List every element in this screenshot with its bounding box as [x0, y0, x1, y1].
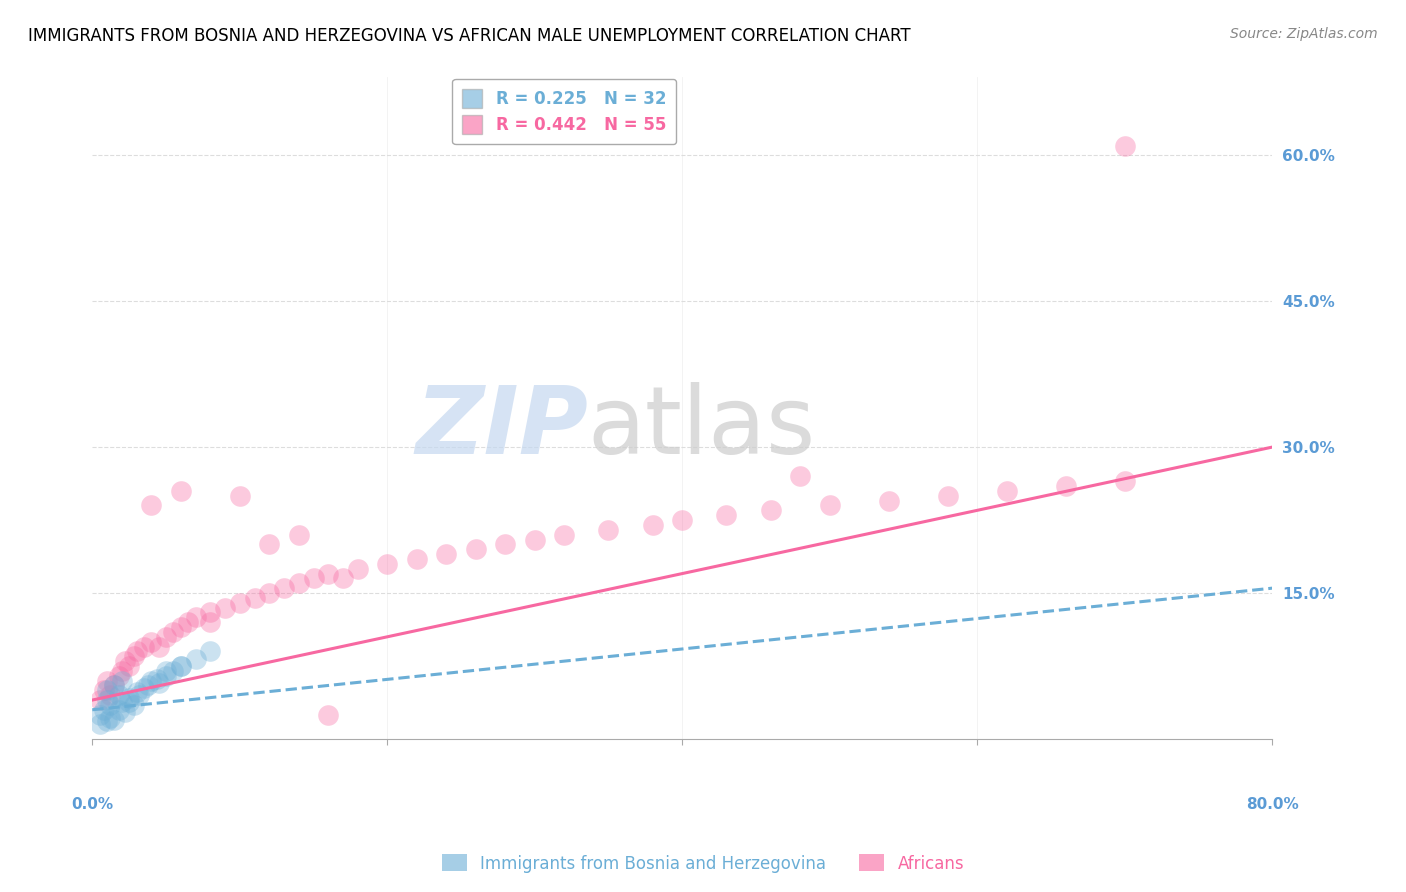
Point — [288, 576, 311, 591]
Point — [316, 707, 339, 722]
Point — [162, 624, 184, 639]
Point — [128, 688, 150, 702]
Point — [523, 533, 546, 547]
Point — [111, 673, 134, 688]
Point — [214, 600, 236, 615]
Point — [1114, 138, 1136, 153]
Legend: Immigrants from Bosnia and Herzegovina, Africans: Immigrants from Bosnia and Herzegovina, … — [434, 847, 972, 880]
Point — [346, 562, 368, 576]
Point — [148, 640, 170, 654]
Text: IMMIGRANTS FROM BOSNIA AND HERZEGOVINA VS AFRICAN MALE UNEMPLOYMENT CORRELATION : IMMIGRANTS FROM BOSNIA AND HERZEGOVINA V… — [28, 27, 911, 45]
Point — [553, 527, 575, 541]
Point — [184, 652, 207, 666]
Point — [936, 489, 959, 503]
Point — [148, 675, 170, 690]
Point — [789, 469, 811, 483]
Point — [273, 581, 295, 595]
Point — [184, 610, 207, 624]
Point — [200, 615, 222, 630]
Point — [155, 630, 177, 644]
Point — [259, 537, 281, 551]
Point — [671, 513, 693, 527]
Point — [141, 673, 163, 688]
Point — [877, 493, 900, 508]
Point — [98, 698, 121, 712]
Point — [146, 672, 169, 686]
Point — [405, 552, 427, 566]
Point — [162, 664, 184, 678]
Point — [155, 669, 177, 683]
Point — [103, 678, 125, 692]
Point — [200, 644, 222, 658]
Text: atlas: atlas — [588, 382, 815, 474]
Point — [259, 586, 281, 600]
Point — [818, 499, 841, 513]
Point — [177, 615, 200, 630]
Point — [96, 693, 118, 707]
Point — [155, 664, 177, 678]
Point — [598, 523, 620, 537]
Point — [641, 517, 664, 532]
Point — [170, 659, 193, 673]
Point — [316, 566, 339, 581]
Point — [89, 707, 111, 722]
Point — [114, 654, 136, 668]
Point — [170, 483, 193, 498]
Point — [98, 710, 121, 724]
Point — [108, 669, 131, 683]
Point — [434, 547, 457, 561]
Point — [288, 527, 311, 541]
Point — [122, 649, 145, 664]
Text: ZIP: ZIP — [415, 382, 588, 474]
Point — [98, 688, 121, 702]
Point — [229, 596, 252, 610]
Point — [375, 557, 398, 571]
Point — [108, 688, 131, 702]
Point — [494, 537, 516, 551]
Point — [122, 698, 145, 712]
Point — [170, 659, 193, 673]
Point — [118, 695, 141, 709]
Point — [464, 542, 486, 557]
Point — [229, 489, 252, 503]
Point — [114, 705, 136, 719]
Point — [200, 606, 222, 620]
Point — [125, 685, 148, 699]
Point — [111, 664, 134, 678]
Point — [141, 499, 163, 513]
Point — [89, 717, 111, 731]
Point — [108, 703, 131, 717]
Text: 80.0%: 80.0% — [1246, 797, 1299, 813]
Point — [1054, 479, 1077, 493]
Point — [89, 693, 111, 707]
Text: Source: ZipAtlas.com: Source: ZipAtlas.com — [1230, 27, 1378, 41]
Point — [1114, 474, 1136, 488]
Point — [93, 703, 115, 717]
Point — [716, 508, 738, 523]
Point — [96, 714, 118, 729]
Point — [138, 678, 160, 692]
Point — [103, 713, 125, 727]
Point — [332, 571, 354, 585]
Point — [995, 483, 1018, 498]
Point — [96, 683, 118, 698]
Point — [132, 681, 155, 696]
Point — [118, 691, 141, 706]
Point — [759, 503, 782, 517]
Legend: R = 0.225   N = 32, R = 0.442   N = 55: R = 0.225 N = 32, R = 0.442 N = 55 — [453, 79, 676, 145]
Point — [141, 634, 163, 648]
Point — [125, 644, 148, 658]
Point — [302, 571, 325, 585]
Point — [118, 659, 141, 673]
Point — [96, 673, 118, 688]
Point — [243, 591, 266, 605]
Point — [111, 695, 134, 709]
Point — [170, 620, 193, 634]
Point — [132, 640, 155, 654]
Point — [93, 683, 115, 698]
Point — [103, 678, 125, 692]
Text: 0.0%: 0.0% — [72, 797, 114, 813]
